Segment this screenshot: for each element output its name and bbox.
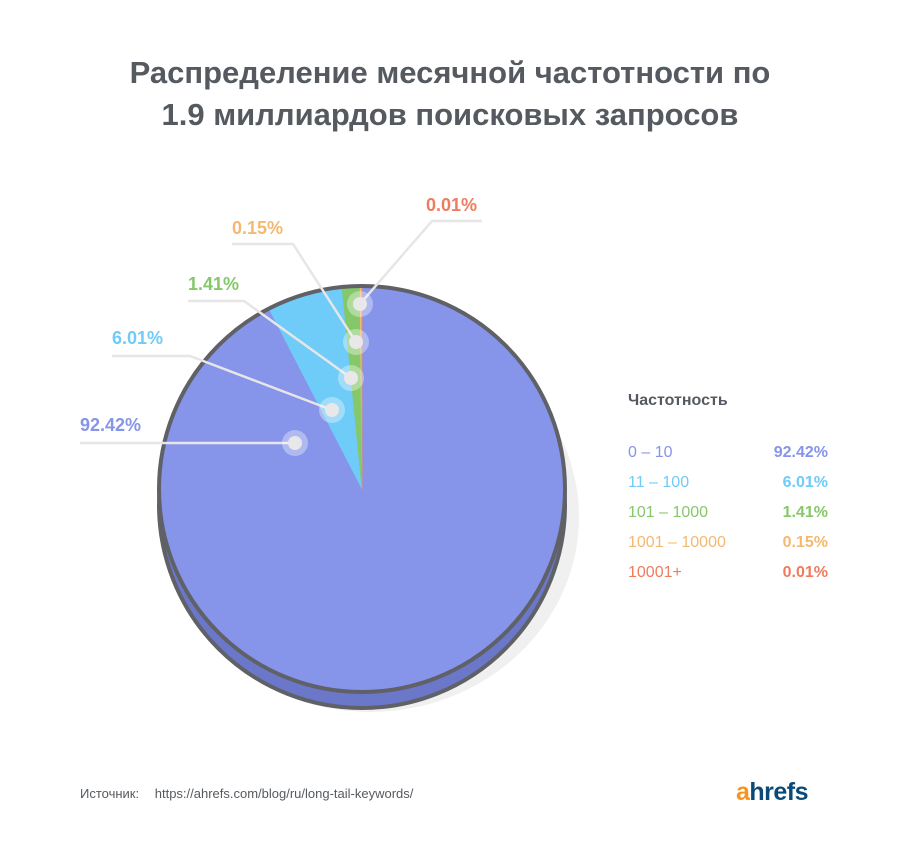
source-label: Источник: xyxy=(80,786,140,801)
legend-range-4: 1001 – 10000 xyxy=(628,534,726,551)
slice-label-5: 0.01% xyxy=(426,195,477,215)
pie-outline xyxy=(157,284,567,694)
legend-value-1: 92.42% xyxy=(773,444,828,461)
legend-title: Частотность xyxy=(628,392,728,409)
legend-range-3: 101 – 1000 xyxy=(628,504,709,521)
marker-dot-5 xyxy=(353,297,367,311)
slice-label-1: 92.42% xyxy=(80,415,141,435)
marker-dot-1 xyxy=(288,436,302,450)
legend-value-4: 0.15% xyxy=(782,534,828,551)
leader-line-2 xyxy=(112,354,333,412)
chart-title-line-2: 1.9 миллиардов поисковых запросов xyxy=(161,97,739,132)
logo-accent-letter: a xyxy=(736,778,750,806)
legend-row: 11 – 100 6.01% xyxy=(628,473,828,503)
legend-row: 101 – 1000 1.41% xyxy=(628,503,828,533)
ahrefs-logo: ahrefs xyxy=(736,778,809,807)
leader-line-5 xyxy=(359,219,482,305)
legend-row: 1001 – 10000 0.15% xyxy=(628,533,828,563)
chart-title: Распределение месячной частотности по 1.… xyxy=(0,52,900,136)
slice-label-2: 6.01% xyxy=(112,328,163,348)
chart-title-line-1: Распределение месячной частотности по xyxy=(129,55,771,90)
legend-value-3: 1.41% xyxy=(782,504,828,521)
legend-rows: 0 – 10 92.42% 11 – 100 6.01% 101 – 1000 1.41%… xyxy=(628,443,828,593)
legend: Частотность 0 – 10 92.42% 11 – 100 6.01% 101… xyxy=(628,392,828,593)
legend-range-5: 10001+ xyxy=(628,564,682,581)
source-url[interactable]: https://ahrefs.com/blog/ru/long-tail-key… xyxy=(154,786,414,801)
slice-label-3: 1.41% xyxy=(188,274,239,294)
logo-text: hrefs xyxy=(749,778,809,806)
leader-line-3 xyxy=(188,299,352,380)
legend-range-1: 0 – 10 xyxy=(628,444,673,461)
marker-dot-4 xyxy=(349,335,363,349)
source-note: Источник: https://ahrefs.com/blog/ru/lon… xyxy=(80,786,413,801)
legend-row: 0 – 10 92.42% xyxy=(628,443,828,473)
legend-value-2: 6.01% xyxy=(782,474,828,491)
legend-row: 10001+ 0.01% xyxy=(628,563,828,593)
marker-dot-2 xyxy=(325,403,339,417)
legend-range-2: 11 – 100 xyxy=(628,474,690,491)
marker-dot-3 xyxy=(344,371,358,385)
legend-value-5: 0.01% xyxy=(782,564,828,581)
leader-line-4 xyxy=(232,242,358,343)
slice-label-4: 0.15% xyxy=(232,218,283,238)
